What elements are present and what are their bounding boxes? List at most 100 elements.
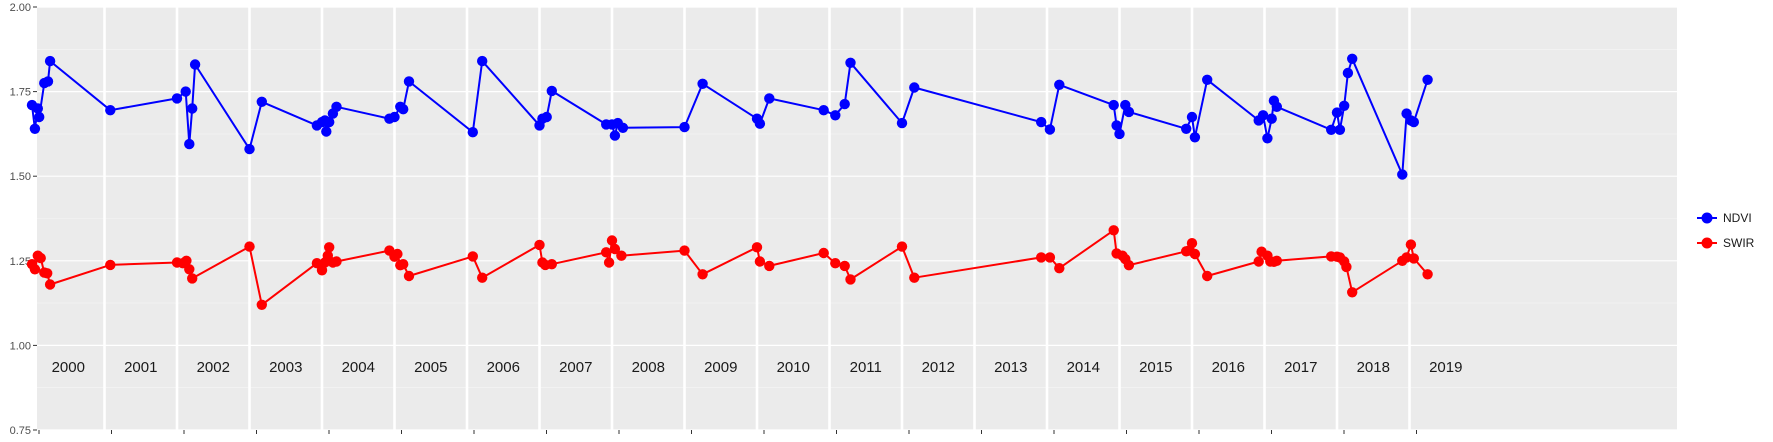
data-point-ndvi [403, 76, 415, 87]
panel-label: 2018 [1357, 359, 1390, 376]
data-point-ndvi [244, 143, 255, 155]
data-point-ndvi [187, 103, 198, 114]
data-point-ndvi [1189, 132, 1201, 143]
data-point-ndvi [1266, 113, 1277, 124]
data-point-ndvi [546, 85, 557, 97]
data-point-ndvi [1408, 116, 1420, 128]
data-point-swir [603, 257, 615, 268]
data-point-ndvi [1036, 116, 1047, 128]
legend-item-swir[interactable]: SWIR [1697, 236, 1755, 250]
panel-label: 2015 [1139, 359, 1172, 376]
data-point-swir [44, 279, 56, 290]
data-point-ndvi [44, 55, 56, 67]
panel-label: 2013 [994, 359, 1027, 376]
panel-label: 2002 [197, 359, 230, 376]
data-point-ndvi [389, 111, 400, 123]
data-point-swir [187, 273, 198, 284]
data-point-swir [546, 259, 557, 270]
panel-label: 2003 [269, 359, 302, 376]
data-point-swir [1253, 256, 1264, 267]
data-point-ndvi [1422, 74, 1433, 86]
data-point-swir [29, 264, 41, 275]
data-point-swir [1044, 252, 1056, 263]
data-point-ndvi [29, 123, 41, 134]
y-axis: 0.75 1.00 1.25 1.50 1.75 2.00 [10, 2, 37, 437]
panel-label: 2012 [922, 359, 955, 376]
data-point-swir [403, 270, 415, 282]
data-point-swir [754, 256, 766, 267]
data-point-swir [392, 248, 403, 260]
data-point-swir [256, 299, 267, 310]
grid-layer [37, 6, 1677, 431]
data-point-swir [679, 245, 690, 256]
data-point-swir [1341, 261, 1352, 273]
data-point-ndvi [324, 116, 335, 128]
data-point-ndvi [398, 104, 409, 115]
data-point-swir [1054, 263, 1065, 274]
data-point-swir [534, 239, 545, 251]
data-point-ndvi [1262, 133, 1273, 144]
data-point-swir [1405, 239, 1417, 250]
data-point-ndvi [189, 59, 201, 70]
data-point-swir [477, 272, 488, 283]
data-point-ndvi [42, 76, 54, 87]
data-point-ndvi [1123, 106, 1135, 118]
series-ndvi [26, 53, 1433, 180]
data-point-swir [1108, 225, 1119, 236]
data-point-ndvi [467, 127, 478, 138]
data-point-swir [1347, 287, 1358, 298]
data-point-swir [606, 235, 618, 246]
data-point-swir [181, 255, 192, 266]
data-point-swir [751, 242, 763, 253]
data-point-swir [609, 243, 621, 255]
panel-label: 2008 [632, 359, 665, 376]
data-point-ndvi [764, 93, 775, 104]
data-point-ndvi [256, 96, 267, 108]
data-point-ndvi [1334, 124, 1346, 135]
data-point-ndvi [909, 82, 920, 93]
panel-label: 2007 [559, 359, 592, 376]
data-point-swir [1123, 260, 1135, 271]
legend-key-ndvi-dot [1701, 212, 1713, 224]
data-point-swir [105, 259, 116, 271]
y-tick-label: 1.75 [10, 87, 31, 99]
panel-label: 2009 [704, 359, 737, 376]
data-point-ndvi [617, 122, 629, 133]
data-point-ndvi [1186, 111, 1198, 123]
data-point-ndvi [697, 78, 708, 90]
series-swir [26, 225, 1433, 310]
data-point-ndvi [477, 55, 488, 67]
data-point-ndvi [1271, 101, 1283, 113]
panel-label: 2017 [1284, 359, 1317, 376]
series-layer [26, 53, 1433, 310]
panel-label: 2010 [777, 359, 810, 376]
data-point-ndvi [32, 103, 43, 114]
data-point-ndvi [1397, 169, 1408, 180]
data-point-swir [331, 256, 342, 267]
panel-label: 2001 [124, 359, 157, 376]
y-tick-label: 2.00 [10, 2, 31, 14]
data-point-ndvi [34, 111, 45, 123]
data-point-ndvi [331, 101, 342, 113]
legend: NDVI SWIR [1697, 211, 1755, 250]
panel-label: 2011 [850, 359, 882, 376]
y-tick-label: 1.50 [10, 171, 31, 183]
data-point-ndvi [541, 111, 552, 123]
data-point-swir [1202, 270, 1213, 282]
data-point-swir [184, 264, 195, 275]
data-point-ndvi [609, 130, 621, 141]
y-tick-label: 0.75 [10, 425, 31, 437]
data-point-swir [896, 241, 908, 252]
data-point-ndvi [1181, 123, 1192, 134]
data-point-swir [909, 272, 920, 283]
panel-label: 2019 [1429, 359, 1462, 376]
data-point-swir [1422, 269, 1433, 280]
panel-label: 2000 [52, 359, 85, 376]
data-point-swir [324, 242, 335, 253]
data-point-ndvi [754, 118, 766, 129]
panel-label: 2014 [1067, 359, 1100, 376]
data-point-ndvi [679, 121, 690, 133]
legend-item-ndvi[interactable]: NDVI [1697, 211, 1752, 225]
data-point-swir [467, 251, 478, 262]
